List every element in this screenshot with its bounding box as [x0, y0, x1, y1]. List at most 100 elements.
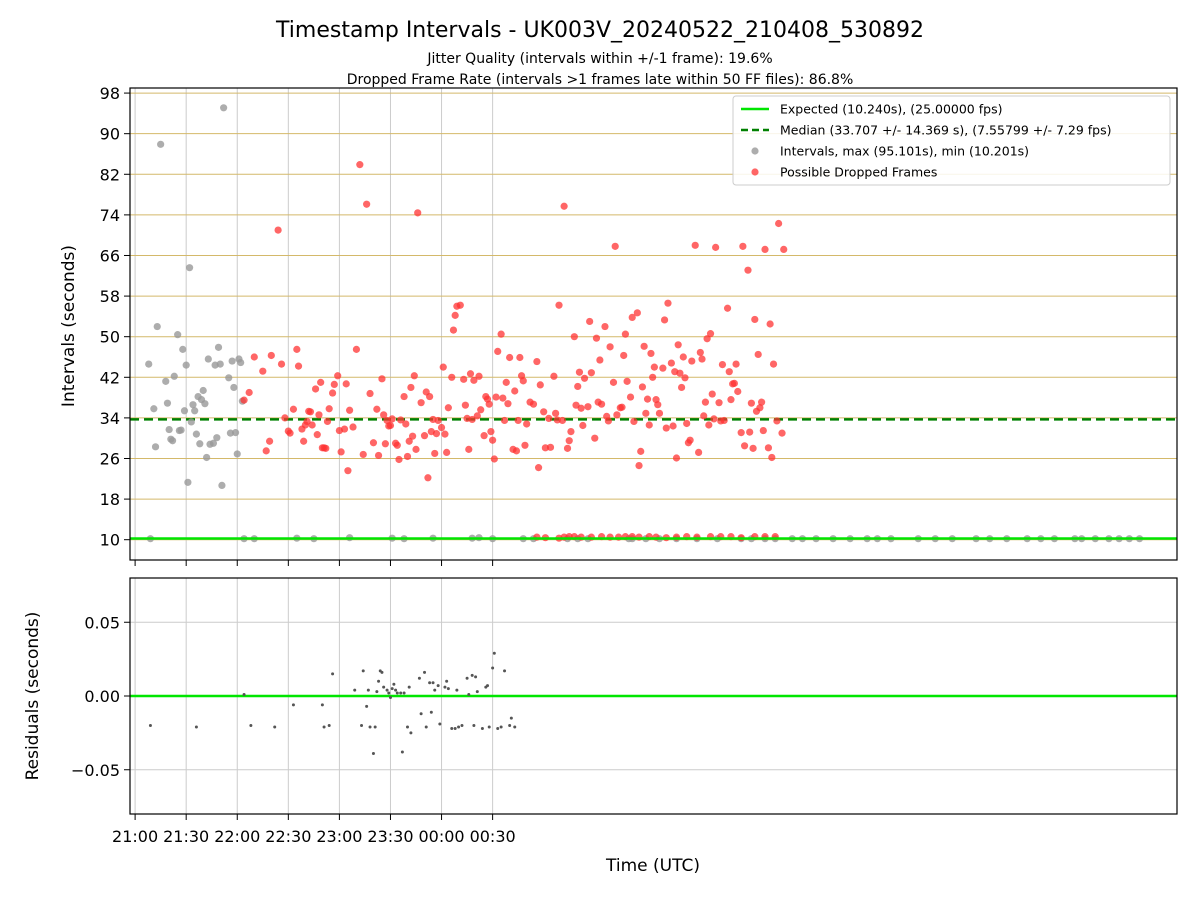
dropped-frame-point — [240, 396, 248, 404]
dropped-frame-point — [294, 362, 303, 370]
dropped-frame-point — [267, 351, 275, 360]
top-plot-frame — [129, 87, 1178, 561]
dropped-frame-point — [346, 406, 354, 414]
top-y-tick-label: 82 — [100, 165, 120, 184]
dropped-frame-point — [700, 412, 708, 420]
dropped-frame-point — [266, 437, 274, 445]
dropped-frame-point — [369, 439, 378, 447]
dropped-frame-point — [650, 363, 658, 371]
legend-intervals-swatch — [751, 147, 759, 155]
dropped-frame-point — [604, 417, 612, 425]
dropped-frame-point — [545, 414, 553, 422]
dropped-frame-point — [414, 209, 422, 217]
dropped-frame-point — [393, 441, 401, 449]
residual-point — [327, 724, 331, 727]
dropped-frame-point — [461, 401, 469, 409]
legend: Expected (10.240s), (25.00000 fps) Median… — [732, 95, 1171, 186]
interval-point — [214, 343, 223, 351]
bottom-y-tick-label: 0.05 — [84, 613, 120, 632]
chart-title: Timestamp Intervals - UK003V_20240522_21… — [275, 18, 924, 43]
dropped-frame-point — [611, 242, 619, 250]
dropped-frame-point — [550, 372, 558, 380]
dropped-frame-point — [696, 348, 704, 357]
dropped-frame-point — [667, 359, 675, 367]
residual-point — [409, 731, 413, 735]
dropped-frame-point — [621, 330, 630, 338]
dropped-frame-point — [577, 404, 585, 412]
dropped-frame-point — [300, 437, 308, 445]
dropped-frame-point — [386, 421, 395, 430]
dropped-frame-point — [691, 241, 699, 249]
residual-point — [513, 725, 517, 729]
chart-subtitle-dropped: Dropped Frame Rate (intervals >1 frames … — [347, 72, 854, 88]
dropped-frame-point — [487, 427, 495, 436]
residual-point — [417, 676, 421, 680]
dropped-frame-point — [754, 350, 762, 359]
legend-expected-label: Expected (10.240s), (25.00000 fps) — [780, 102, 1002, 117]
x-axis-label: Time (UTC) — [605, 856, 700, 876]
residual-point — [273, 725, 277, 729]
dropped-frame-point — [643, 395, 652, 403]
x-tick-label: 22:00 — [214, 827, 260, 846]
dropped-frame-point — [277, 360, 286, 368]
x-tick-label: 00:30 — [470, 827, 516, 846]
dropped-frame-point — [334, 372, 342, 380]
dropped-frame-point — [740, 442, 749, 450]
legend-dropped-label: Possible Dropped Frames — [780, 165, 937, 180]
residual-point — [366, 688, 370, 692]
dropped-frame-point — [344, 467, 352, 475]
dropped-frame-point — [325, 405, 333, 413]
interval-point — [174, 331, 182, 339]
residual-point — [407, 685, 411, 689]
dropped-frame-point — [500, 416, 509, 425]
residual-point — [453, 726, 457, 730]
dropped-frame-point — [580, 374, 589, 382]
residual-point — [496, 726, 500, 730]
residual-point — [390, 687, 394, 691]
residual-point — [394, 688, 398, 692]
dropped-frame-point — [504, 400, 512, 408]
interval-point — [213, 434, 221, 442]
dropped-frame-point — [560, 202, 568, 210]
dropped-frame-point — [674, 341, 682, 349]
dropped-frame-point — [773, 417, 781, 425]
dropped-frame-point — [747, 399, 755, 407]
residual-point — [375, 690, 379, 694]
dropped-frame-point — [502, 378, 510, 386]
dropped-frame-point — [705, 421, 713, 429]
dropped-frame-point — [533, 357, 541, 366]
top-y-tick-label: 18 — [100, 490, 120, 509]
x-tick-label: 21:30 — [163, 827, 209, 846]
dropped-frame-point — [744, 266, 752, 274]
interval-point — [201, 400, 209, 408]
dropped-frame-point — [441, 430, 449, 438]
dropped-frame-point — [432, 430, 441, 438]
residual-point — [480, 726, 484, 730]
dropped-frame-point — [514, 416, 522, 425]
dropped-frame-point — [698, 355, 706, 363]
x-tick-label: 00:00 — [418, 827, 464, 846]
top-y-tick-label: 90 — [100, 125, 120, 144]
dropped-frame-point — [489, 436, 497, 444]
dropped-frame-point — [388, 415, 396, 423]
dropped-frame-point — [633, 309, 641, 317]
dropped-frame-point — [780, 245, 788, 253]
interval-point — [170, 372, 178, 380]
dropped-frame-point — [563, 444, 572, 452]
dropped-frame-point — [420, 432, 429, 440]
dropped-frame-point — [597, 400, 606, 408]
interval-point — [162, 377, 170, 385]
dropped-frame-point — [555, 301, 563, 309]
dropped-frame-point — [596, 356, 604, 364]
residual-point — [392, 682, 396, 686]
dropped-frame-point — [695, 448, 703, 457]
residual-point — [320, 703, 324, 707]
interval-point — [153, 322, 161, 331]
dropped-frame-point — [521, 441, 529, 449]
bottom-y-axis-label: Residuals (seconds) — [23, 612, 43, 781]
interval-point — [185, 264, 194, 272]
interval-point — [233, 450, 241, 458]
dropped-frame-point — [410, 372, 418, 380]
interval-point — [191, 407, 199, 415]
dropped-frame-point — [317, 378, 325, 386]
